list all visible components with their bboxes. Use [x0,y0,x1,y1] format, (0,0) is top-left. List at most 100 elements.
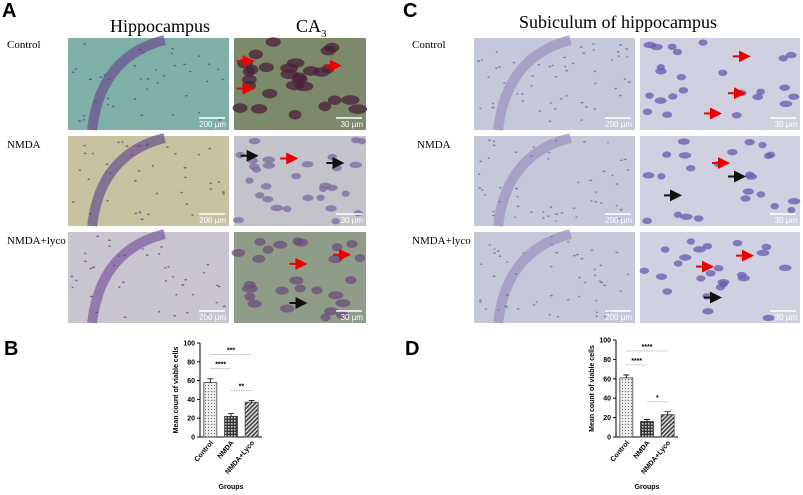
cell [123,316,127,318]
cell [206,80,209,83]
cell [577,181,580,184]
cell [222,193,225,195]
cell [642,217,652,225]
cell [125,145,129,148]
cell [627,273,630,276]
cell [232,103,248,113]
cell [625,48,629,50]
cell [593,70,597,73]
cell [592,49,595,51]
cell [292,237,304,246]
y-tick-label: 40 [603,396,611,403]
cell [538,110,541,112]
cell [531,75,534,77]
cell [655,67,667,75]
x-tick-label: NMDA [217,440,236,461]
cell [560,212,564,214]
cell [600,202,603,204]
cell [217,181,220,183]
micrograph: 30 µm [231,232,366,323]
cell [328,255,343,264]
cell [654,97,667,104]
cell [171,114,175,116]
cell [645,92,654,99]
cell [548,313,551,316]
cell [550,265,553,268]
cell [476,60,481,62]
y-tick-label: 60 [187,378,195,385]
y-tick-label: 40 [187,397,195,404]
cell [593,274,597,277]
cell [481,189,484,191]
cell [316,194,325,201]
cell [594,191,597,193]
cell [173,314,177,317]
cell [140,114,144,117]
tissue-band [87,133,166,227]
cell [498,200,501,203]
cell [325,205,337,212]
cell [530,211,534,213]
cell [516,308,520,310]
cell [626,169,630,171]
cell [677,138,690,145]
cell [71,286,74,289]
cell [173,64,176,67]
bar [640,421,654,438]
cell [756,191,766,198]
x-axis-label: Groups [635,484,660,491]
x-axis-label: Groups [219,484,244,491]
cell [498,255,502,257]
micrograph: 200 µm [474,229,635,324]
cell [785,51,797,59]
cell [478,186,482,189]
cell [162,74,166,77]
cell [752,93,764,101]
title-text: CA [296,16,321,36]
scale-label: 200 µm [199,216,226,225]
cell [554,75,558,78]
micrograph: 200 µm [68,35,229,131]
panel-label: A [2,0,16,22]
cell [154,68,157,71]
cell [693,246,706,253]
y-tick-label: 0 [607,435,611,442]
cell [247,299,262,308]
panel-label: C [403,0,417,22]
cell [714,160,723,168]
cell [117,255,121,257]
cell [140,218,144,221]
cell [184,176,187,179]
cell [619,44,623,46]
cell [160,246,163,248]
panel-title: Hippocampus [110,16,210,36]
cell [492,144,496,146]
scale-label: 200 µm [605,313,632,322]
micrograph: 30 µm [640,38,800,130]
cell [231,248,246,257]
cell [530,85,533,87]
cell [565,95,568,97]
cell [676,73,687,81]
cell [678,87,689,94]
cell [550,235,553,238]
cell [118,286,121,288]
cell [492,275,496,278]
cell [496,250,500,252]
cell [265,37,281,47]
cell [174,153,177,155]
cell [130,154,133,156]
cell [556,315,560,318]
cell [571,62,575,65]
cell [99,76,103,79]
cell [72,201,75,203]
significance-label: **** [631,358,642,365]
cell [346,240,358,249]
cell [603,315,607,318]
cell [84,252,87,255]
x-tick-label: NMDA [633,440,652,461]
cell [537,63,541,66]
cell [89,267,93,270]
cell [617,55,620,57]
cell [584,106,588,108]
